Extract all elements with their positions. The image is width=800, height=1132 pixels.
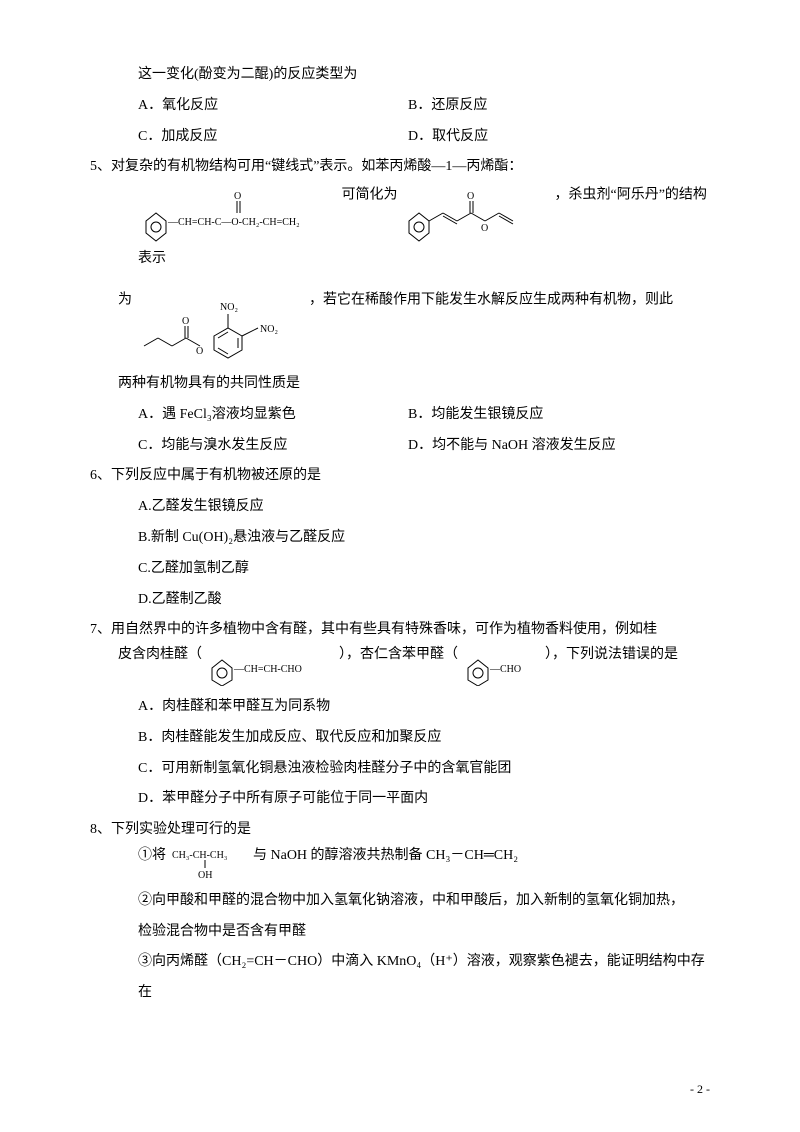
svg-text:—CH=CH-CHO: —CH=CH-CHO	[233, 664, 302, 675]
q8-item1a: ①将	[138, 848, 166, 863]
structure2-icon: O O	[401, 183, 551, 252]
q6-opt-a: A.乙醛发生银镜反应	[138, 492, 710, 523]
opt-c: C．加成反应	[138, 122, 408, 153]
q7-opt-b: B．肉桂醛能发生加成反应、取代反应和加聚反应	[138, 723, 710, 754]
q8-item2b: 检验混合物中是否含有甲醛	[138, 917, 710, 948]
q5-text1: 对复杂的有机物结构可用“键线式”表示。如苯丙烯酸—1—丙烯酯：	[111, 159, 522, 174]
isopropanol-icon: CH₃-CH-CH₃ OH	[170, 846, 250, 886]
q5-opt-b: B．均能发生银镜反应	[408, 400, 543, 431]
opt-a: A．氧化反应	[138, 91, 408, 122]
intro-text: 这一变化(酚变为二醌)的反应类型为	[138, 60, 710, 91]
q5-options-row1: A．遇 FeCl₃溶液均显紫色 B．均能发生银镜反应	[138, 400, 710, 431]
cinnamaldehyde-icon: —CH=CH-CHO	[206, 646, 336, 692]
page-number: - 2 -	[690, 1076, 710, 1102]
q7-num: 7、	[90, 622, 111, 637]
q7-text2a: 皮含肉桂醛（	[118, 647, 202, 662]
svg-text:—CH=CH-C—O-CH₂-CH=CH₂: —CH=CH-C—O-CH₂-CH=CH₂	[167, 217, 300, 228]
q7-line2: 皮含肉桂醛（ —CH=CH-CHO ），杏仁含苯甲醛（ —CHO ），下列说法错…	[118, 646, 710, 692]
q5-opt-a: A．遇 FeCl₃溶液均显紫色	[138, 400, 408, 431]
q5-structures-row: —CH=CH-C—O-CH₂-CH=CH₂ O 可简化为	[138, 183, 710, 288]
q8-text: 下列实验处理可行的是	[111, 822, 251, 837]
svg-text:O: O	[234, 191, 241, 202]
intro-options-row2: C．加成反应 D．取代反应	[138, 122, 710, 153]
q8-num: 8、	[90, 822, 111, 837]
svg-text:—CHO: —CHO	[489, 664, 521, 675]
q8-item1: ①将 CH₃-CH-CH₃ OH 与 NaOH 的醇溶液共热制备 CH₃－CH═…	[138, 846, 710, 886]
q8-item3: ③向丙烯醛（CH₂=CH－CHO）中滴入 KMnO₄（H⁺）溶液，观察紫色褪去，…	[138, 947, 710, 1009]
q8-item1b: 与 NaOH 的醇溶液共热制备 CH₃－CH═CH₂	[253, 848, 518, 863]
page-content: 这一变化(酚变为二醌)的反应类型为 A．氧化反应 B．还原反应 C．加成反应 D…	[0, 0, 800, 1049]
svg-text:NO₂: NO₂	[260, 324, 278, 335]
svg-text:OH: OH	[198, 870, 212, 880]
svg-text:CH₃-CH-CH₃: CH₃-CH-CH₃	[172, 850, 227, 861]
q7-line1: 7、用自然界中的许多植物中含有醛，其中有些具有特殊香味，可作为植物香料使用，例如…	[90, 615, 710, 646]
q7-opt-c: C．可用新制氢氧化铜悬浊液检验肉桂醛分子中的含氧官能团	[138, 754, 710, 785]
q5-text2b: ，若它在稀酸作用下能发生水解反应生成两种有机物，则此	[309, 293, 673, 308]
q7-opt-d: D．苯甲醛分子中所有原子可能位于同一平面内	[138, 784, 710, 815]
q6-opt-b: B.新制 Cu(OH)₂悬浊液与乙醛反应	[138, 523, 710, 554]
q5-mid1: 可简化为	[342, 188, 398, 203]
benzaldehyde-icon: —CHO	[462, 646, 542, 692]
svg-text:O: O	[182, 316, 189, 327]
q5-opt-c: C．均能与溴水发生反应	[138, 431, 408, 462]
structure3-icon: O O NO₂ NO₂	[136, 288, 306, 369]
q5-line2: 为 O O NO₂ NO₂ ，若它在	[118, 288, 710, 369]
q5-line1: 5、对复杂的有机物结构可用“键线式”表示。如苯丙烯酸—1—丙烯酯：	[90, 152, 710, 183]
q7-text2c: ），下列说法错误的是	[545, 647, 678, 662]
q5-text2a: 为	[118, 293, 132, 308]
q5-num: 5、	[90, 159, 111, 174]
q5-options-row2: C．均能与溴水发生反应 D．均不能与 NaOH 溶液发生反应	[138, 431, 710, 462]
q6-opt-d: D.乙醛制乙酸	[138, 585, 710, 616]
svg-text:O: O	[467, 191, 474, 202]
q5-line3: 两种有机物具有的共同性质是	[118, 369, 710, 400]
q6-text: 下列反应中属于有机物被还原的是	[111, 468, 321, 483]
svg-text:O: O	[196, 346, 203, 357]
q7-text2b: ），杏仁含苯甲醛（	[339, 647, 458, 662]
svg-text:NO₂: NO₂	[220, 302, 238, 313]
q7-text1: 用自然界中的许多植物中含有醛，其中有些具有特殊香味，可作为植物香料使用，例如桂	[111, 622, 657, 637]
q8-item2: ②向甲酸和甲醛的混合物中加入氢氧化钠溶液，中和甲酸后，加入新制的氢氧化铜加热，	[138, 886, 710, 917]
q6-num: 6、	[90, 468, 111, 483]
q6-opt-c: C.乙醛加氢制乙醇	[138, 554, 710, 585]
intro-options-row1: A．氧化反应 B．还原反应	[138, 91, 710, 122]
q8-line: 8、下列实验处理可行的是	[90, 815, 710, 846]
opt-b: B．还原反应	[408, 91, 487, 122]
structure1-icon: —CH=CH-C—O-CH₂-CH=CH₂ O	[138, 183, 338, 252]
opt-d: D．取代反应	[408, 122, 488, 153]
svg-text:O: O	[481, 223, 488, 234]
q5-opt-d: D．均不能与 NaOH 溶液发生反应	[408, 431, 616, 462]
q6-line: 6、下列反应中属于有机物被还原的是	[90, 461, 710, 492]
q7-opt-a: A．肉桂醛和苯甲醛互为同系物	[138, 692, 710, 723]
